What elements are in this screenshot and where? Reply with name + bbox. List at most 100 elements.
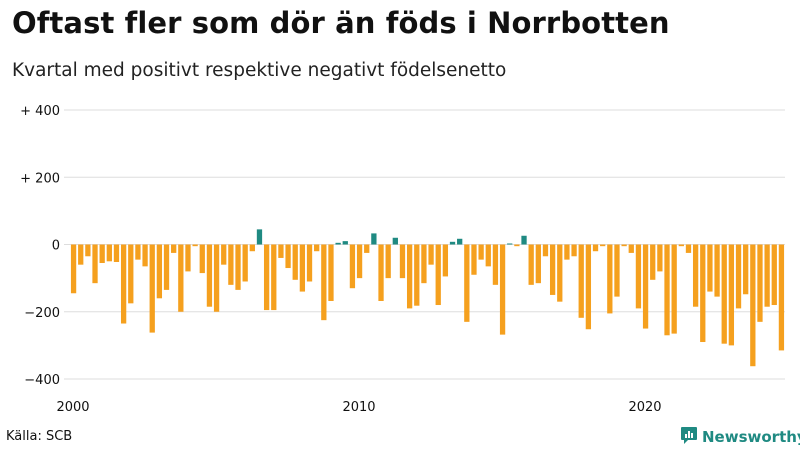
bar-2006-q1[interactable] <box>242 244 248 282</box>
bar-2019-q3[interactable] <box>628 244 634 253</box>
bar-2007-q2[interactable] <box>278 244 284 258</box>
bar-2012-q1[interactable] <box>414 244 420 306</box>
bar-2010-q4[interactable] <box>378 244 384 301</box>
bar-2008-q1[interactable] <box>299 244 306 292</box>
bar-2024-q4[interactable] <box>778 244 785 351</box>
bar-2015-q2[interactable] <box>507 243 513 245</box>
bar-2021-q1[interactable] <box>671 244 677 334</box>
bar-2014-q1[interactable] <box>471 244 477 275</box>
bar-2023-q3[interactable] <box>743 244 749 295</box>
bar-2023-q1[interactable] <box>728 244 735 346</box>
bar-2010-q2[interactable] <box>364 244 370 253</box>
bar-2008-q3[interactable] <box>314 244 320 252</box>
bar-2004-q2[interactable] <box>192 244 198 247</box>
bar-2020-q3[interactable] <box>657 244 663 272</box>
bar-2005-q3[interactable] <box>228 244 234 285</box>
bar-2007-q3[interactable] <box>285 244 291 269</box>
bar-2021-q3[interactable] <box>685 244 692 253</box>
bar-2002-q1[interactable] <box>128 244 134 304</box>
bar-2006-q3[interactable] <box>256 229 263 245</box>
bar-2013-q3[interactable] <box>457 238 463 245</box>
bar-2011-q1[interactable] <box>385 244 391 279</box>
bar-2001-q4[interactable] <box>120 244 127 324</box>
bar-2001-q3[interactable] <box>113 244 120 262</box>
bar-2019-q1[interactable] <box>614 244 620 297</box>
bar-2011-q2[interactable] <box>392 237 398 245</box>
bar-2006-q2[interactable] <box>249 244 255 252</box>
bar-2002-q2[interactable] <box>135 244 141 260</box>
bar-2014-q2[interactable] <box>478 244 484 260</box>
bar-2005-q1[interactable] <box>213 244 220 312</box>
bar-2022-q3[interactable] <box>714 244 720 297</box>
bar-2007-q4[interactable] <box>292 244 298 280</box>
bar-2003-q2[interactable] <box>163 244 170 290</box>
bar-2016-q2[interactable] <box>535 244 541 284</box>
bar-2022-q2[interactable] <box>707 244 713 292</box>
bar-2011-q4[interactable] <box>406 244 413 309</box>
bar-2021-q2[interactable] <box>678 244 684 247</box>
bar-2004-q4[interactable] <box>206 244 213 307</box>
bar-2003-q1[interactable] <box>156 244 163 299</box>
bar-2017-q4[interactable] <box>578 244 584 318</box>
bar-2016-q1[interactable] <box>528 244 534 285</box>
bar-2008-q2[interactable] <box>306 244 313 282</box>
bar-2015-q3[interactable] <box>514 244 520 247</box>
bar-2009-q1[interactable] <box>328 244 334 301</box>
bar-2024-q1[interactable] <box>757 244 763 322</box>
bar-2003-q4[interactable] <box>178 244 184 312</box>
bar-2017-q3[interactable] <box>571 244 577 257</box>
bar-2020-q1[interactable] <box>642 244 649 329</box>
bar-2015-q1[interactable] <box>499 244 506 335</box>
bar-2005-q4[interactable] <box>235 244 241 290</box>
bar-2024-q3[interactable] <box>771 244 777 306</box>
bar-2011-q3[interactable] <box>399 244 406 279</box>
bar-2021-q4[interactable] <box>692 244 699 307</box>
bar-2015-q4[interactable] <box>521 235 527 245</box>
bar-2001-q2[interactable] <box>106 244 112 262</box>
bar-2004-q3[interactable] <box>199 244 205 274</box>
bar-2022-q1[interactable] <box>700 244 706 343</box>
bar-2009-q2[interactable] <box>335 242 341 245</box>
bar-2022-q4[interactable] <box>721 244 727 344</box>
bar-2008-q4[interactable] <box>321 244 327 321</box>
bar-2007-q1[interactable] <box>271 244 277 311</box>
bar-2023-q2[interactable] <box>735 244 742 309</box>
bar-2014-q4[interactable] <box>492 244 499 285</box>
bar-2003-q3[interactable] <box>171 244 177 253</box>
bar-2018-q3[interactable] <box>600 244 606 247</box>
bar-2024-q2[interactable] <box>764 244 770 307</box>
bar-2002-q3[interactable] <box>142 244 148 267</box>
bar-2001-q1[interactable] <box>99 244 105 263</box>
bar-2018-q4[interactable] <box>607 244 613 314</box>
bar-2010-q3[interactable] <box>371 233 377 245</box>
bar-2019-q4[interactable] <box>635 244 642 309</box>
bar-2023-q4[interactable] <box>750 244 756 367</box>
bar-2020-q2[interactable] <box>650 244 656 280</box>
bar-2016-q4[interactable] <box>549 244 556 295</box>
bar-2013-q4[interactable] <box>464 244 470 322</box>
bar-2000-q2[interactable] <box>78 244 84 265</box>
bar-2005-q2[interactable] <box>221 244 227 265</box>
bar-2010-q1[interactable] <box>356 244 363 279</box>
bar-2000-q4[interactable] <box>92 244 98 284</box>
bar-2020-q4[interactable] <box>664 244 670 336</box>
bar-2013-q1[interactable] <box>442 244 449 277</box>
bar-2018-q2[interactable] <box>592 244 599 252</box>
bar-2019-q2[interactable] <box>621 244 627 247</box>
bar-2017-q1[interactable] <box>557 244 563 302</box>
brand-logo[interactable]: Newsworthy <box>680 425 800 449</box>
bar-2012-q2[interactable] <box>421 244 427 284</box>
bar-2009-q4[interactable] <box>349 244 356 289</box>
bar-2000-q3[interactable] <box>85 244 91 257</box>
bar-2014-q3[interactable] <box>485 244 491 267</box>
bar-2002-q4[interactable] <box>149 244 155 333</box>
bar-2006-q4[interactable] <box>263 244 270 311</box>
bar-2012-q4[interactable] <box>435 244 441 306</box>
bar-2013-q2[interactable] <box>449 241 456 245</box>
bar-2017-q2[interactable] <box>564 244 570 260</box>
bar-2004-q1[interactable] <box>185 244 191 272</box>
bar-2016-q3[interactable] <box>542 244 549 257</box>
bar-2009-q3[interactable] <box>342 241 348 245</box>
bar-2000-q1[interactable] <box>70 244 77 294</box>
bar-2018-q1[interactable] <box>585 244 592 330</box>
